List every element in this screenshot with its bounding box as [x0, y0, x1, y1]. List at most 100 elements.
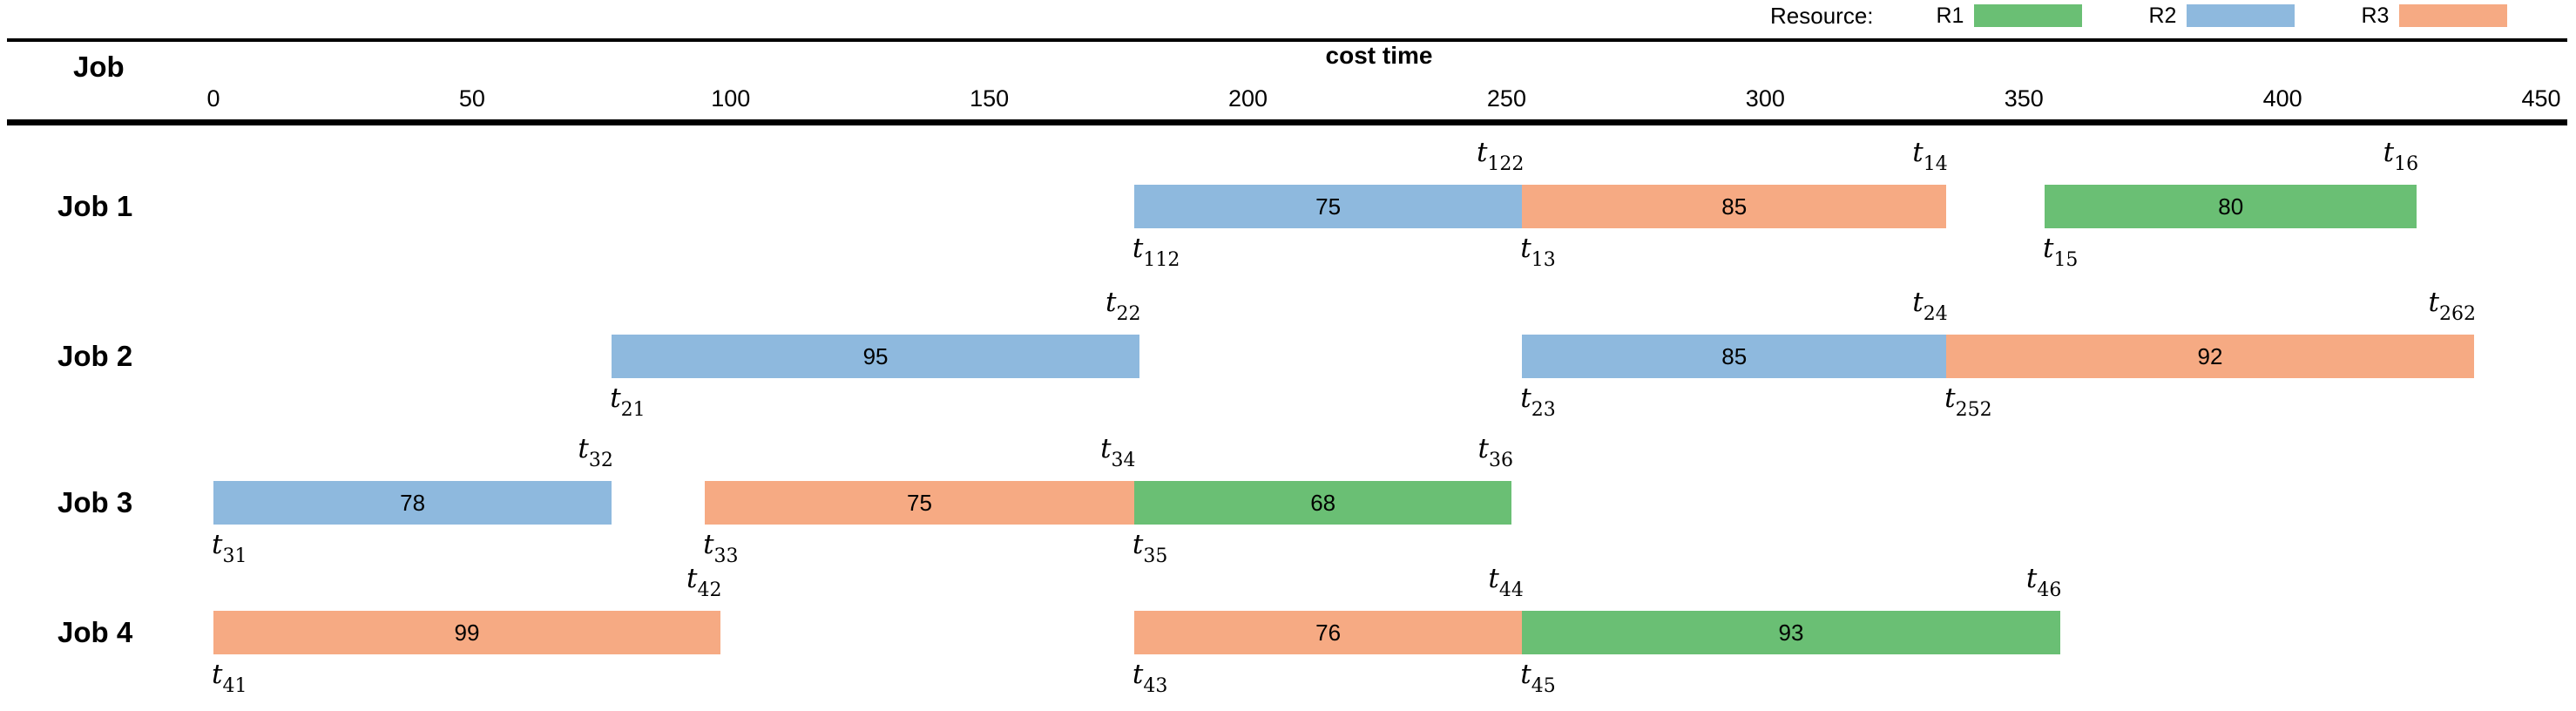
legend-item-r1: R1 — [1937, 3, 2083, 29]
time-variable: t — [1912, 287, 1924, 318]
axis-tick-label: 200 — [1228, 85, 1268, 112]
time-subscript: 262 — [2438, 303, 2476, 325]
task-duration-label: 93 — [1778, 619, 1804, 646]
job-label: Job 2 — [57, 340, 133, 372]
time-subscript: 16 — [2394, 153, 2419, 175]
legend-title: Resource: — [1770, 2, 1874, 29]
task-bar: 92 — [1946, 335, 2474, 378]
task-duration-label: 85 — [1721, 342, 1748, 369]
time-variable: t — [1132, 529, 1144, 560]
task-end-time-label: t16 — [2383, 139, 2418, 174]
legend-item-r3: R3 — [2361, 3, 2508, 29]
time-variable: t — [212, 529, 223, 560]
time-variable: t — [1132, 659, 1144, 690]
axis-corner-label: Job — [73, 51, 125, 83]
time-subscript: 31 — [222, 545, 247, 567]
time-variable: t — [703, 529, 714, 560]
task-bar: 75 — [705, 481, 1134, 525]
task-duration-label: 75 — [907, 489, 932, 516]
task-start-time-label: t21 — [610, 385, 645, 420]
time-subscript: 41 — [222, 675, 247, 697]
time-subscript: 44 — [1498, 579, 1524, 601]
header-bottom-rule — [7, 119, 2567, 125]
time-subscript: 34 — [1111, 450, 1136, 471]
task-end-time-label: t32 — [578, 436, 612, 471]
axis-title: cost time — [1325, 42, 1433, 69]
time-subscript: 45 — [1531, 675, 1556, 697]
task-bar: 95 — [612, 335, 1139, 378]
header-top-rule — [7, 38, 2567, 42]
task-duration-label: 85 — [1721, 193, 1748, 220]
task-start-time-label: t252 — [1944, 385, 1991, 420]
time-variable: t — [212, 659, 223, 690]
task-end-time-label: t262 — [2429, 289, 2476, 324]
legend-swatch-r3 — [2399, 4, 2508, 27]
task-bar: 93 — [1522, 611, 2060, 654]
axis-tick-label: 300 — [1745, 85, 1785, 112]
axis-tick-label: 450 — [2521, 85, 2561, 112]
task-end-time-label: t22 — [1105, 289, 1140, 324]
job-label: Job 4 — [57, 616, 133, 648]
time-variable: t — [1520, 383, 1531, 414]
time-variable: t — [1132, 233, 1144, 264]
time-variable: t — [2428, 287, 2439, 318]
legend-swatch-r2 — [2187, 4, 2295, 27]
axis-tick-label: 400 — [2262, 85, 2302, 112]
task-start-time-label: t41 — [212, 661, 247, 696]
time-subscript: 23 — [1531, 399, 1556, 421]
task-duration-label: 75 — [1315, 193, 1342, 220]
task-end-time-label: t34 — [1100, 436, 1135, 471]
time-subscript: 35 — [1143, 545, 1168, 567]
legend-item-label: R1 — [1936, 3, 1964, 28]
task-end-time-label: t42 — [686, 565, 721, 600]
legend: Resource: R1 R2 R3 — [1770, 2, 2508, 30]
task-bar: 85 — [1522, 185, 1947, 228]
time-variable: t — [1477, 433, 1489, 464]
task-bar: 76 — [1133, 611, 1523, 654]
axis-tick-label: 250 — [1486, 85, 1526, 112]
time-subscript: 252 — [1955, 399, 1992, 421]
legend-item-label: R3 — [2361, 3, 2390, 28]
time-variable: t — [2025, 563, 2038, 594]
task-bar: 78 — [213, 481, 612, 525]
task-duration-label: 92 — [2197, 342, 2223, 369]
time-variable: t — [686, 563, 698, 594]
task-bar: 75 — [1133, 185, 1523, 228]
time-subscript: 122 — [1487, 153, 1525, 175]
time-subscript: 14 — [1923, 153, 1948, 175]
time-variable: t — [2383, 137, 2395, 168]
task-start-time-label: t43 — [1132, 661, 1167, 696]
task-bar: 68 — [1133, 481, 1512, 525]
time-subscript: 21 — [620, 399, 646, 421]
time-subscript: 112 — [1143, 249, 1180, 271]
task-end-time-label: t122 — [1477, 139, 1524, 174]
time-subscript: 15 — [2053, 249, 2079, 271]
task-duration-label: 80 — [2218, 193, 2244, 220]
time-variable: t — [1105, 287, 1117, 318]
task-end-time-label: t14 — [1912, 139, 1947, 174]
time-variable: t — [1488, 563, 1499, 594]
task-end-time-label: t44 — [1488, 565, 1523, 600]
time-subscript: 36 — [1488, 450, 1513, 471]
time-variable: t — [2042, 233, 2054, 264]
time-variable: t — [578, 433, 589, 464]
task-duration-label: 78 — [400, 489, 426, 516]
legend-item-r2: R2 — [2148, 3, 2295, 29]
time-variable: t — [1520, 659, 1531, 690]
job-label: Job 1 — [57, 190, 133, 222]
task-start-time-label: t33 — [703, 532, 738, 566]
time-subscript: 43 — [1143, 675, 1168, 697]
job-label: Job 3 — [57, 486, 133, 518]
task-duration-label: 95 — [862, 342, 889, 369]
task-start-time-label: t112 — [1132, 235, 1180, 270]
time-subscript: 13 — [1531, 249, 1556, 271]
axis-tick-label: 350 — [2004, 85, 2044, 112]
time-variable: t — [610, 383, 621, 414]
legend-swatch-r1 — [1974, 4, 2083, 27]
legend-item-label: R2 — [2148, 3, 2177, 28]
task-bar: 85 — [1522, 335, 1947, 378]
task-end-time-label: t36 — [1478, 436, 1513, 471]
task-bar: 99 — [213, 611, 720, 654]
time-subscript: 46 — [2037, 579, 2062, 601]
